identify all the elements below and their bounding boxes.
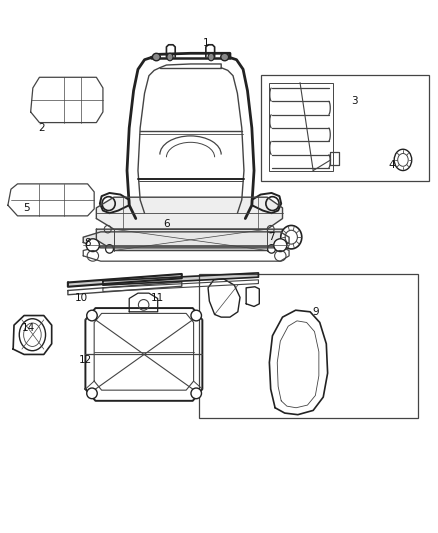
Bar	[269, 83, 333, 171]
Text: 10: 10	[74, 294, 88, 303]
Bar	[199, 274, 418, 418]
Text: 3: 3	[351, 96, 358, 106]
Ellipse shape	[191, 310, 201, 321]
Ellipse shape	[87, 310, 97, 321]
Text: 14: 14	[22, 323, 35, 333]
Ellipse shape	[268, 245, 276, 253]
Text: 12: 12	[79, 355, 92, 365]
Bar	[261, 75, 429, 181]
Ellipse shape	[191, 388, 201, 399]
Ellipse shape	[87, 388, 97, 399]
Ellipse shape	[208, 53, 214, 61]
Ellipse shape	[167, 53, 173, 61]
Text: 6: 6	[163, 219, 170, 229]
Polygon shape	[96, 229, 283, 251]
Ellipse shape	[274, 239, 287, 252]
Polygon shape	[83, 232, 289, 248]
Polygon shape	[103, 273, 258, 285]
Text: 11: 11	[151, 294, 164, 303]
Text: 4: 4	[389, 160, 396, 170]
Text: 8: 8	[84, 238, 91, 247]
Text: 5: 5	[23, 203, 30, 213]
Polygon shape	[96, 197, 283, 229]
Text: 7: 7	[268, 232, 275, 242]
Ellipse shape	[152, 53, 160, 61]
Ellipse shape	[281, 225, 302, 249]
Polygon shape	[68, 274, 182, 287]
Ellipse shape	[106, 245, 113, 253]
Text: 9: 9	[312, 307, 319, 317]
Ellipse shape	[86, 239, 99, 252]
Text: 2: 2	[38, 123, 45, 133]
Text: 1: 1	[202, 38, 209, 47]
Ellipse shape	[221, 53, 229, 61]
